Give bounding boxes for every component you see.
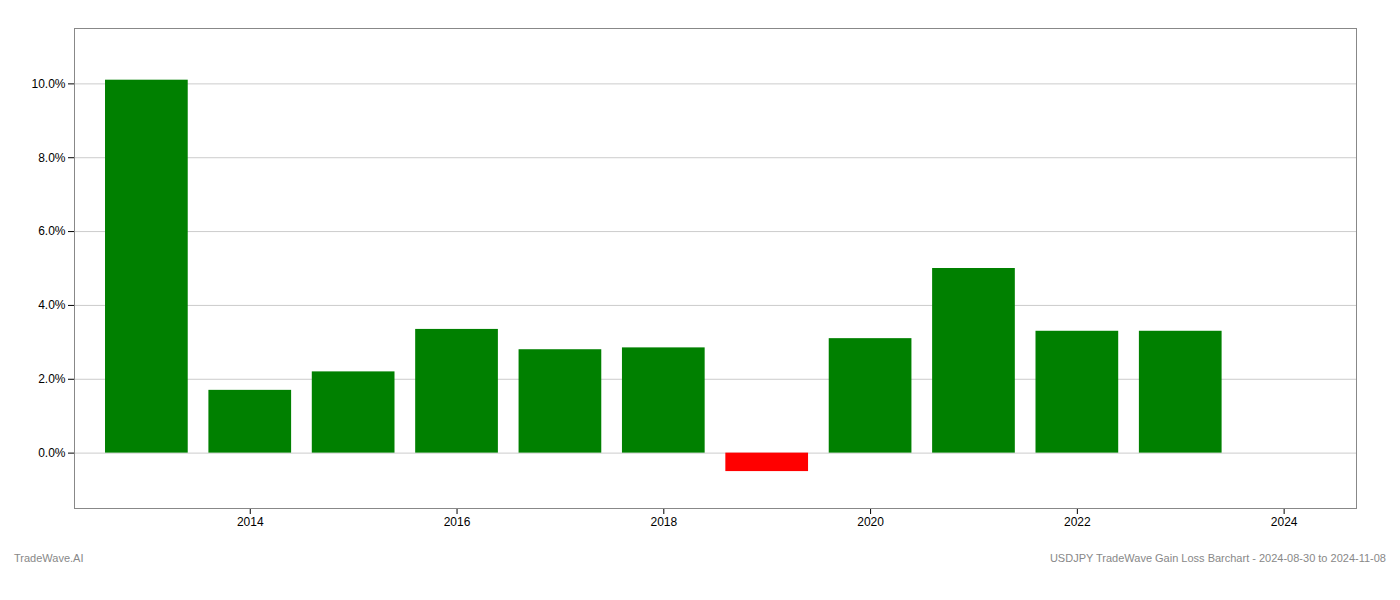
html-text:TradeWave.AI: TradeWave.AI — [14, 552, 84, 564]
svg-text:2022: 2022 — [1064, 515, 1091, 529]
html-text:USDJPY TradeWave Gain Loss Bar: USDJPY TradeWave Gain Loss Barchart - 20… — [1049, 552, 1386, 564]
svg-text:2024: 2024 — [1271, 515, 1298, 529]
svg-text:8.0%: 8.0% — [38, 151, 66, 165]
svg-text:10.0%: 10.0% — [31, 77, 65, 91]
svg-text:0.0%: 0.0% — [38, 446, 66, 460]
svg-text:2020: 2020 — [857, 515, 884, 529]
svg-text:4.0%: 4.0% — [38, 298, 66, 312]
svg-text:2014: 2014 — [237, 515, 264, 529]
svg-text:2.0%: 2.0% — [38, 372, 66, 386]
svg-text:2018: 2018 — [650, 515, 677, 529]
svg-text:6.0%: 6.0% — [38, 224, 66, 238]
svg-text:2016: 2016 — [444, 515, 471, 529]
